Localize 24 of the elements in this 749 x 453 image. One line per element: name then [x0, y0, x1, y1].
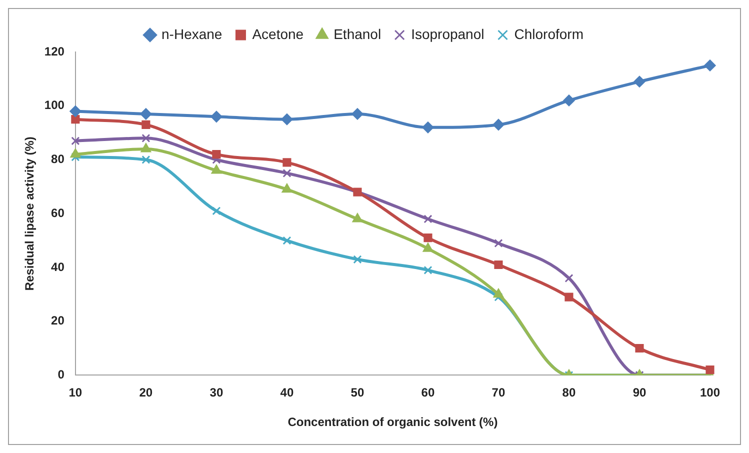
y-axis-title: Residual lipase activity (%) [22, 136, 37, 291]
legend-label: Isopropanol [411, 26, 484, 42]
x-tick-label: 10 [68, 386, 82, 400]
legend-label: n-Hexane [162, 26, 222, 42]
legend-label: Ethanol [334, 26, 382, 42]
y-tick-label: 100 [44, 98, 65, 112]
x-tick-label: 40 [280, 386, 294, 400]
x-tick-label: 90 [632, 386, 646, 400]
y-tick-label: 80 [51, 152, 65, 166]
y-tick-label: 120 [44, 44, 65, 58]
x-tick-label: 100 [700, 386, 720, 400]
x-tick-label: 70 [492, 386, 506, 400]
x-tick-label: 80 [562, 386, 576, 400]
y-tick-label: 60 [51, 206, 65, 220]
x-tick-label: 50 [350, 386, 364, 400]
x-tick-label: 60 [421, 386, 435, 400]
legend-label: Chloroform [514, 26, 584, 42]
y-tick-label: 0 [58, 368, 65, 382]
x-tick-label: 30 [210, 386, 224, 400]
y-tick-label: 40 [51, 260, 65, 274]
x-axis-title: Concentration of organic solvent (%) [288, 415, 498, 430]
y-tick-label: 20 [51, 314, 65, 328]
legend-label: Acetone [252, 26, 304, 42]
x-tick-label: 20 [139, 386, 153, 400]
